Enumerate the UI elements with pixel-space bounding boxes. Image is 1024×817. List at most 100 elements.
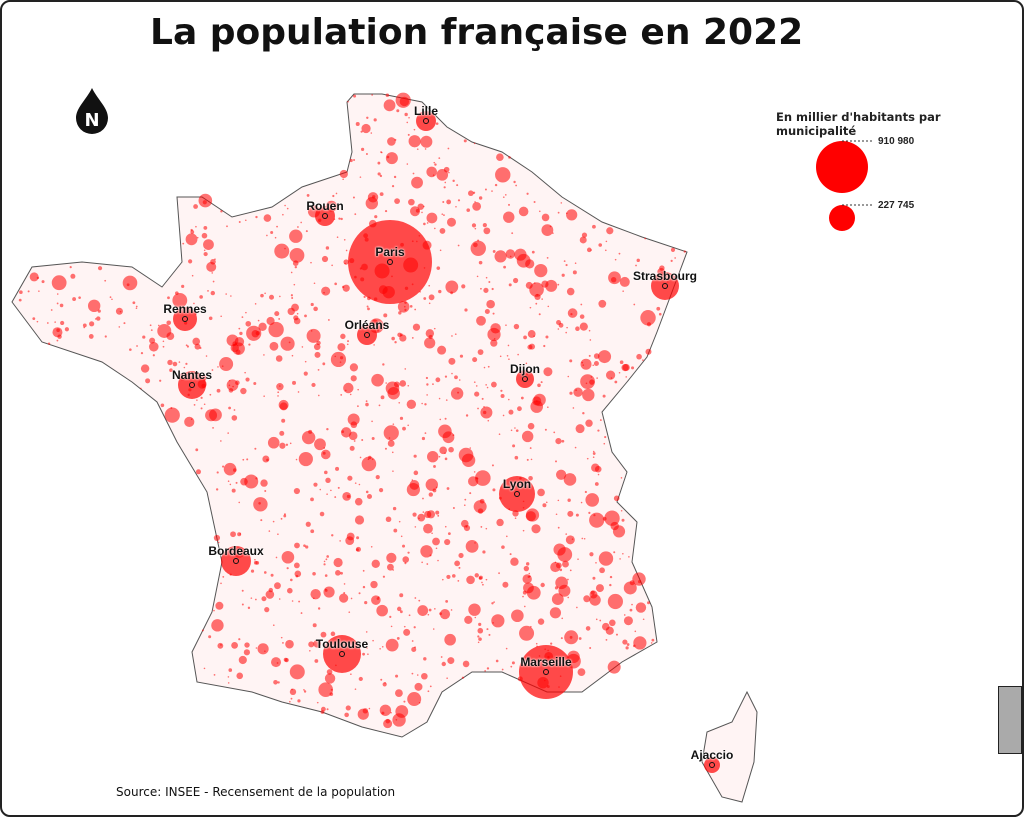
municipality-bubble <box>399 610 403 614</box>
city-bubble <box>221 546 251 576</box>
municipality-bubble <box>339 169 348 179</box>
legend-bubble-large <box>816 141 868 193</box>
municipality-bubble <box>521 430 534 443</box>
municipality-bubble <box>447 147 450 150</box>
municipality-bubble <box>220 582 222 585</box>
municipality-bubble <box>64 327 70 332</box>
municipality-bubble <box>477 641 480 644</box>
municipality-bubble <box>413 470 419 476</box>
municipality-bubble <box>586 247 592 253</box>
municipality-bubble <box>540 582 545 588</box>
municipality-bubble <box>510 557 519 566</box>
municipality-bubble <box>458 379 461 381</box>
municipality-bubble <box>248 343 251 346</box>
municipality-bubble <box>550 561 561 573</box>
municipality-bubble <box>300 612 303 614</box>
municipality-bubble <box>398 311 402 315</box>
municipality-bubble <box>540 381 543 384</box>
municipality-bubble <box>589 339 592 341</box>
municipality-bubble <box>610 377 613 379</box>
municipality-bubble <box>514 517 517 520</box>
municipality-bubble <box>577 668 586 676</box>
municipality-bubble <box>357 388 359 391</box>
municipality-bubble <box>640 310 656 326</box>
municipality-bubble <box>486 386 489 389</box>
municipality-bubble <box>549 607 562 619</box>
municipality-bubble <box>491 190 493 192</box>
municipality-bubble <box>644 237 647 240</box>
municipality-bubble <box>543 367 553 377</box>
municipality-bubble <box>274 243 290 259</box>
municipality-bubble <box>345 249 348 252</box>
municipality-bubble <box>464 615 473 624</box>
municipality-bubble <box>567 510 574 517</box>
municipality-bubble <box>458 566 461 569</box>
municipality-bubble <box>292 380 297 385</box>
municipality-bubble <box>282 213 284 216</box>
municipality-bubble <box>482 410 487 415</box>
municipality-bubble <box>347 413 360 426</box>
municipality-bubble <box>281 418 286 423</box>
municipality-bubble <box>300 221 302 224</box>
municipality-bubble <box>349 158 353 163</box>
municipality-bubble <box>269 294 275 300</box>
municipality-bubble <box>303 544 306 547</box>
municipality-bubble <box>447 657 455 665</box>
city-marker <box>364 332 370 338</box>
municipality-bubble <box>347 100 349 103</box>
municipality-bubble <box>566 209 578 221</box>
municipality-bubble <box>387 440 395 447</box>
municipality-bubble <box>368 707 371 710</box>
municipality-bubble <box>238 638 241 641</box>
municipality-bubble <box>244 371 246 374</box>
municipality-bubble <box>403 700 406 703</box>
municipality-bubble <box>444 417 447 420</box>
municipality-bubble <box>452 507 455 510</box>
municipality-bubble <box>553 543 566 556</box>
municipality-bubble <box>412 172 415 175</box>
municipality-bubble <box>337 486 340 489</box>
municipality-bubble <box>376 329 380 332</box>
municipality-bubble <box>575 389 578 392</box>
municipality-bubble <box>319 511 325 517</box>
municipality-bubble <box>361 456 377 472</box>
municipality-bubble <box>476 275 479 278</box>
municipality-bubble <box>385 638 399 652</box>
municipality-bubble <box>595 618 598 621</box>
municipality-bubble <box>403 628 411 636</box>
municipality-bubble <box>97 266 103 271</box>
municipality-bubble <box>502 581 509 588</box>
municipality-bubble <box>433 161 436 164</box>
municipality-bubble <box>325 558 328 561</box>
municipality-bubble <box>226 225 228 228</box>
municipality-bubble <box>642 359 644 361</box>
municipality-bubble <box>370 545 373 548</box>
municipality-bubble <box>195 448 199 452</box>
municipality-bubble <box>324 673 336 684</box>
municipality-bubble <box>290 271 293 274</box>
municipality-bubble <box>435 547 438 550</box>
municipality-bubble <box>216 388 221 393</box>
municipality-bubble <box>203 249 206 252</box>
municipality-bubble <box>303 689 305 691</box>
municipality-bubble <box>510 429 513 432</box>
municipality-bubble <box>480 287 482 290</box>
municipality-bubble <box>310 497 314 502</box>
municipality-bubble <box>281 550 295 564</box>
municipality-bubble <box>264 607 270 613</box>
municipality-bubble <box>378 487 384 493</box>
municipality-bubble <box>486 299 495 309</box>
municipality-bubble <box>462 660 470 668</box>
municipality-bubble <box>291 303 299 312</box>
municipality-bubble <box>645 348 652 355</box>
city-marker <box>182 316 188 322</box>
municipality-bubble <box>567 650 580 664</box>
municipality-bubble <box>334 282 337 286</box>
municipality-bubble <box>524 605 526 608</box>
municipality-bubble <box>533 393 546 407</box>
municipality-bubble <box>385 93 390 97</box>
municipality-bubble <box>354 515 365 525</box>
municipality-bubble <box>442 200 445 203</box>
municipality-bubble <box>57 334 62 339</box>
municipality-bubble <box>618 252 621 255</box>
